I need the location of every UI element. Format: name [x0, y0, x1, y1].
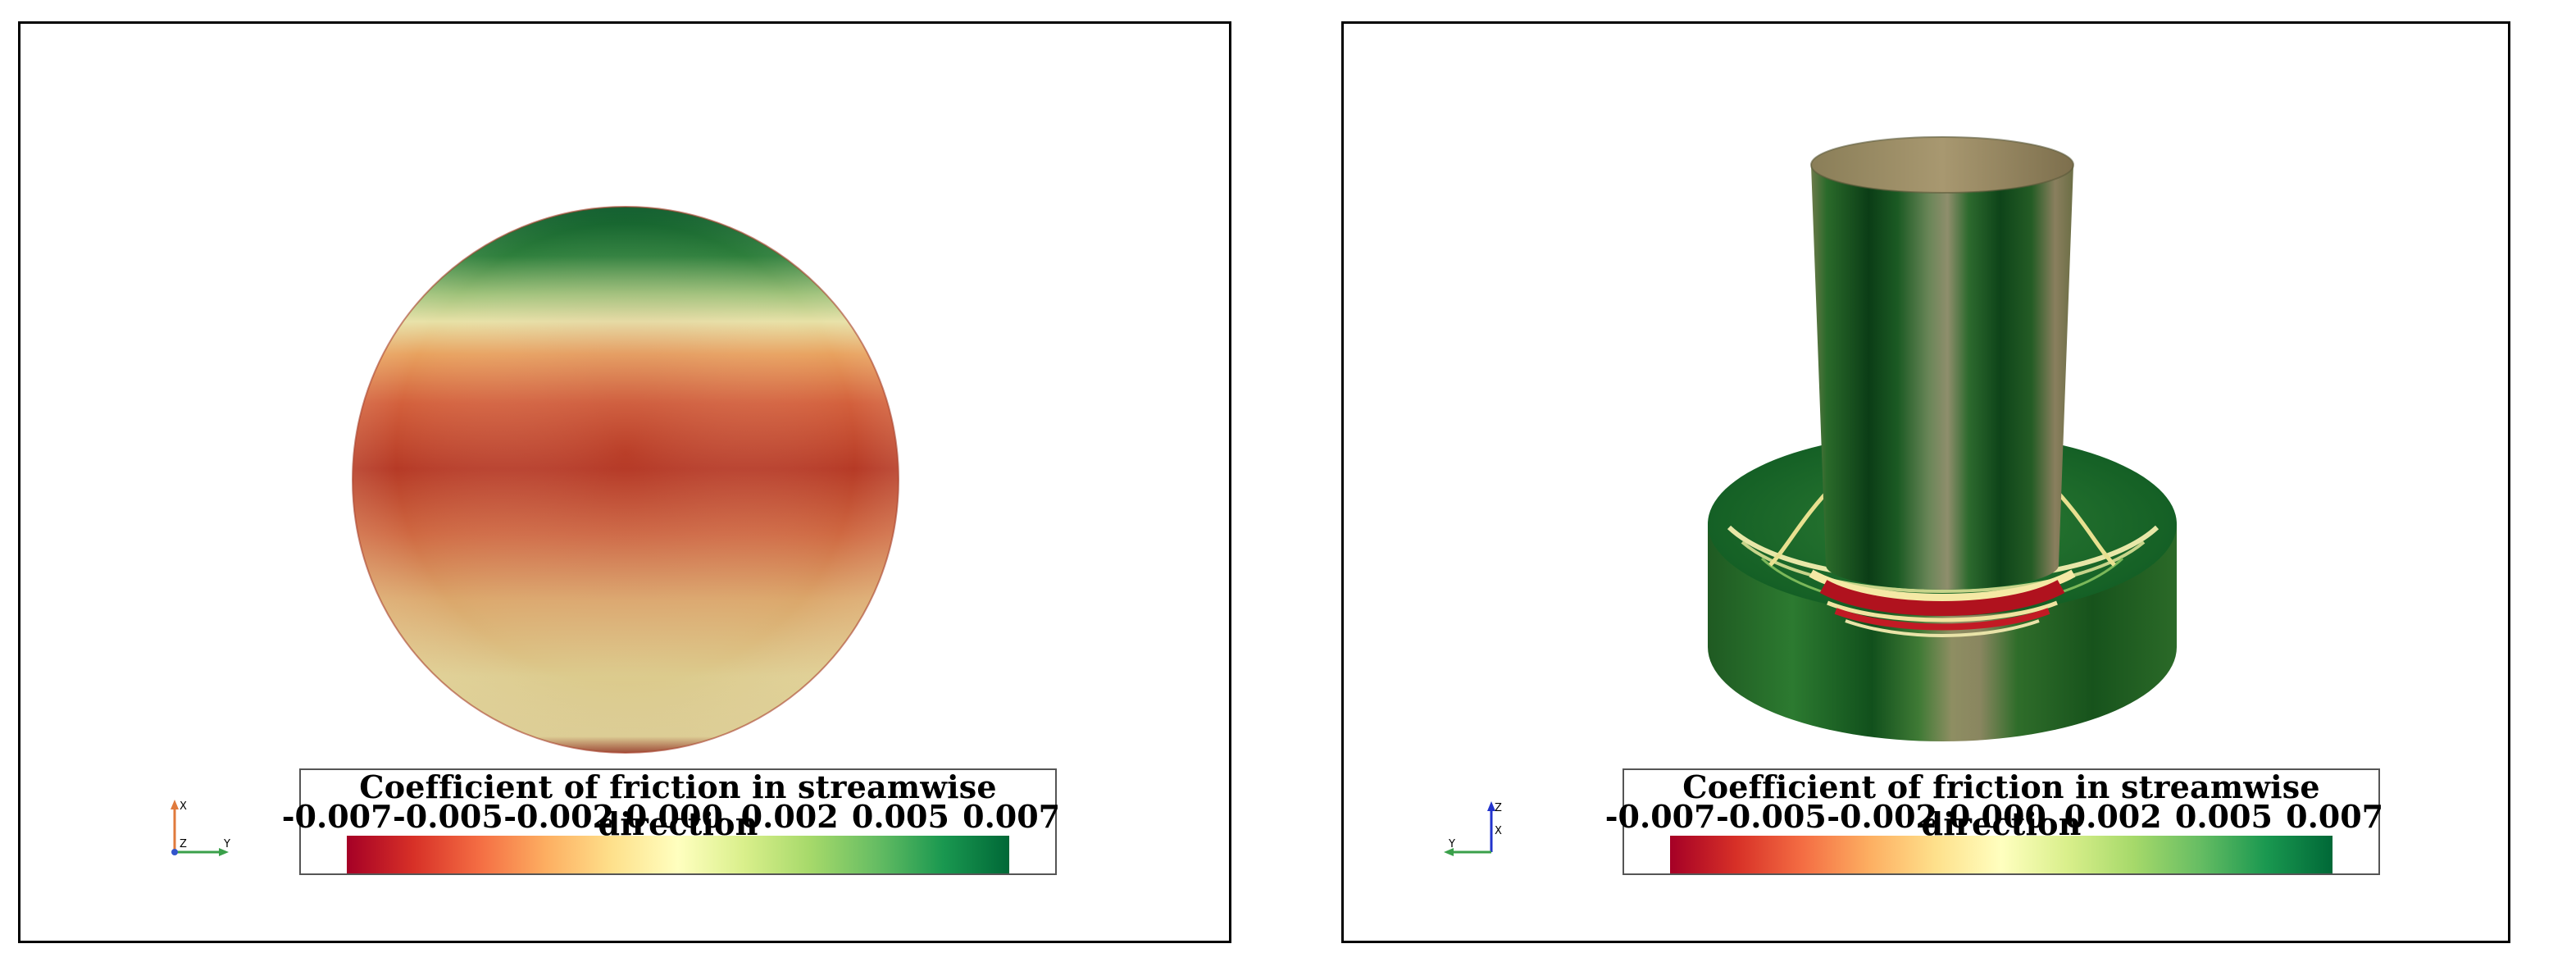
colorbar-tick: 0.000 — [625, 798, 723, 835]
colorbar-tick: -0.007 — [1604, 798, 1716, 835]
colorbar-tick: -0.005 — [393, 798, 503, 835]
colorbar-tick: 0.005 — [2174, 798, 2273, 835]
axes-triad-icon: X Z Y — [171, 800, 230, 856]
colorbar-tick: 0.005 — [851, 798, 949, 835]
colorbar-ticks: -0.007 -0.005 -0.002 0.000 0.002 0.005 0… — [282, 798, 1060, 835]
colorbar-tick: -0.002 — [503, 798, 615, 835]
axis-label-origin: Z — [180, 838, 187, 850]
colorbar-tick: 0.007 — [963, 798, 1061, 835]
colorbar-tick: 0.002 — [740, 798, 839, 835]
disc-top-view — [352, 206, 899, 754]
axis-label-up: Z — [1495, 802, 1502, 814]
right-render-panel: Z X Y Coefficient of friction in streamw… — [1341, 21, 2510, 943]
axis-label-left: Y — [1448, 838, 1455, 850]
colorbar-legend: Coefficient of friction in streamwise di… — [282, 768, 1060, 875]
colorbar-tick: 0.002 — [2064, 798, 2162, 835]
pillar-top-rim — [1811, 137, 2073, 193]
axis-label-right: Y — [223, 838, 230, 850]
axis-label-origin: X — [1495, 825, 1502, 837]
colorbar-gradient — [1670, 836, 2333, 873]
left-render-panel: X Z Y Coefficient of friction in streamw… — [18, 21, 1231, 943]
colorbar-tick: -0.002 — [1827, 798, 1938, 835]
colorbar-legend: Coefficient of friction in streamwise di… — [1605, 768, 2383, 875]
colorbar-ticks: -0.007 -0.005 -0.002 0.000 0.002 0.005 0… — [1605, 798, 2383, 835]
colorbar-tick: -0.007 — [281, 798, 393, 835]
pillar-side-surface — [1811, 165, 2073, 590]
colorbar-tick: -0.005 — [1716, 798, 1827, 835]
colorbar-tick: 0.000 — [1948, 798, 2046, 835]
axes-triad-icon: Z X Y — [1444, 801, 1502, 856]
cylinder-3d-view — [1708, 136, 2177, 741]
colorbar-title: Coefficient of friction in streamwise di… — [1682, 768, 2320, 842]
colorbar-gradient — [347, 836, 1009, 873]
axis-label-up: X — [180, 800, 187, 813]
colorbar-tick: 0.007 — [2286, 798, 2384, 835]
